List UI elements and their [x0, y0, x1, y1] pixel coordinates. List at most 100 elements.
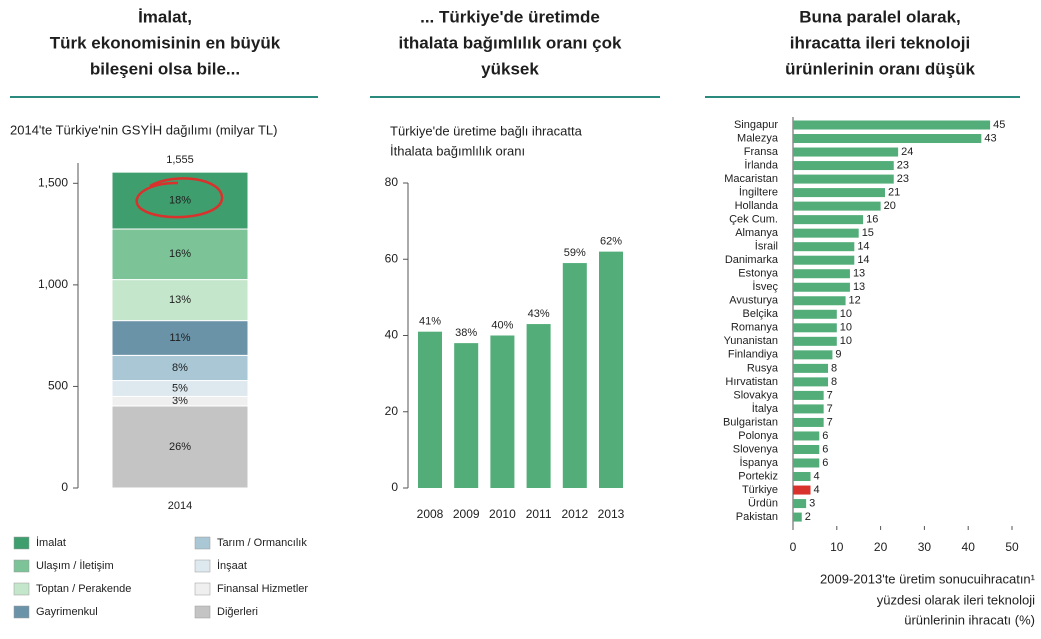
x-tick-label: 2010	[489, 507, 516, 521]
y-tick-label: 60	[385, 251, 399, 265]
panel-title: ihracatta ileri teknoloji	[790, 33, 970, 52]
value-label: 8	[831, 376, 837, 388]
category-label: İsrail	[755, 240, 778, 253]
value-label: 8	[831, 362, 837, 374]
category-label: Slovakya	[733, 389, 779, 401]
value-label: 13	[853, 281, 865, 293]
value-label: 24	[901, 146, 913, 158]
bar	[793, 458, 820, 468]
category-label: Yunanistan	[724, 335, 778, 347]
bar	[793, 215, 864, 225]
bar	[526, 324, 551, 488]
bar	[793, 350, 833, 360]
value-label: 6	[822, 443, 828, 455]
x-tick-label: 2013	[598, 507, 625, 521]
subtitle: Türkiye'de üretime bağlı ihracatta	[390, 123, 583, 138]
bar-segment	[111, 228, 249, 281]
value-label: 41%	[419, 316, 441, 328]
value-label: 14	[857, 254, 869, 266]
x-tick-label: 10	[830, 540, 844, 554]
category-label: Singapur	[734, 119, 778, 131]
panel-title: yüksek	[481, 59, 539, 78]
value-label: 7	[827, 389, 833, 401]
value-label: 62%	[600, 236, 622, 248]
bar	[793, 336, 837, 346]
x-tick-label: 20	[874, 540, 888, 554]
bar	[793, 431, 820, 441]
legend-label: Gayrimenkul	[36, 606, 98, 618]
x-tick-label: 30	[918, 540, 932, 554]
category-label: Estonya	[738, 268, 779, 280]
bar	[793, 147, 899, 157]
y-tick-label: 0	[61, 480, 68, 494]
category-label: Çek Cum.	[729, 214, 778, 226]
y-tick-label: 1,000	[38, 277, 68, 291]
legend-label: İmalat	[36, 536, 66, 549]
bar-segment	[111, 354, 249, 382]
value-label: 10	[840, 308, 852, 320]
category-label: Bulgaristan	[723, 416, 778, 428]
value-label: 12	[849, 295, 861, 307]
bar	[793, 201, 881, 211]
category-label: Malezya	[737, 132, 779, 144]
bar	[793, 444, 820, 454]
x-axis-label: 2009-2013'te üretim sonucuihracatın¹	[820, 571, 1036, 586]
category-label: Slovenya	[733, 443, 779, 455]
bar	[793, 296, 846, 306]
bar-segment	[111, 320, 249, 356]
value-label: 6	[822, 430, 828, 442]
legend-swatch	[13, 582, 30, 596]
x-tick-label: 2012	[561, 507, 588, 521]
bar	[793, 499, 807, 509]
category-label: Macaristan	[724, 173, 778, 185]
value-label: 26%	[169, 441, 191, 453]
x-tick-label: 2014	[168, 500, 192, 512]
y-tick-label: 0	[391, 480, 398, 494]
bar	[490, 335, 515, 488]
value-label: 5%	[172, 382, 188, 394]
panel-title: ... Türkiye'de üretimde	[420, 7, 600, 26]
value-label: 3	[809, 497, 815, 509]
category-label: İsveç	[752, 280, 778, 293]
x-axis-label: yüzdesi olarak ileri teknoloji	[877, 592, 1035, 607]
x-tick-label: 2011	[526, 507, 552, 521]
bar	[562, 263, 587, 488]
value-label: 20	[884, 200, 896, 212]
subtitle: İthalata bağımlılık oranı	[390, 143, 525, 158]
category-label: Türkiye	[742, 484, 778, 496]
category-label: Finlandiya	[728, 349, 779, 361]
annotation-circle	[135, 177, 224, 219]
category-label: Pakistan	[736, 511, 778, 523]
value-label: 13%	[169, 294, 191, 306]
value-label: 6	[822, 457, 828, 469]
category-label: Hollanda	[735, 200, 779, 212]
value-label: 2	[805, 511, 811, 523]
category-label: Danimarka	[725, 254, 779, 266]
bar	[454, 343, 479, 488]
category-label: Fransa	[744, 146, 779, 158]
bar	[793, 161, 894, 171]
legend-swatch	[13, 559, 30, 573]
value-label: 11%	[169, 332, 190, 344]
legend-label: Ulaşım / İletişim	[36, 559, 114, 572]
bar	[793, 472, 811, 482]
value-label: 10	[840, 322, 852, 334]
value-label: 16%	[169, 248, 191, 260]
bar	[793, 485, 811, 495]
category-label: Ürdün	[748, 497, 778, 509]
bar	[793, 512, 802, 522]
value-label: 7	[827, 416, 833, 428]
value-label: 14	[857, 241, 869, 253]
category-label: Portekiz	[738, 470, 778, 482]
legend-swatch	[13, 605, 30, 619]
category-label: Hırvatistan	[725, 376, 778, 388]
category-label: Romanya	[731, 322, 779, 334]
panel-title: Türk ekonomisinin en büyük	[50, 33, 281, 52]
total-label: 1,555	[166, 154, 194, 166]
category-label: Almanya	[735, 227, 779, 239]
legend-label: İnşaat	[217, 559, 247, 572]
value-label: 18%	[169, 194, 191, 206]
bar	[793, 363, 829, 373]
bar	[793, 255, 855, 265]
